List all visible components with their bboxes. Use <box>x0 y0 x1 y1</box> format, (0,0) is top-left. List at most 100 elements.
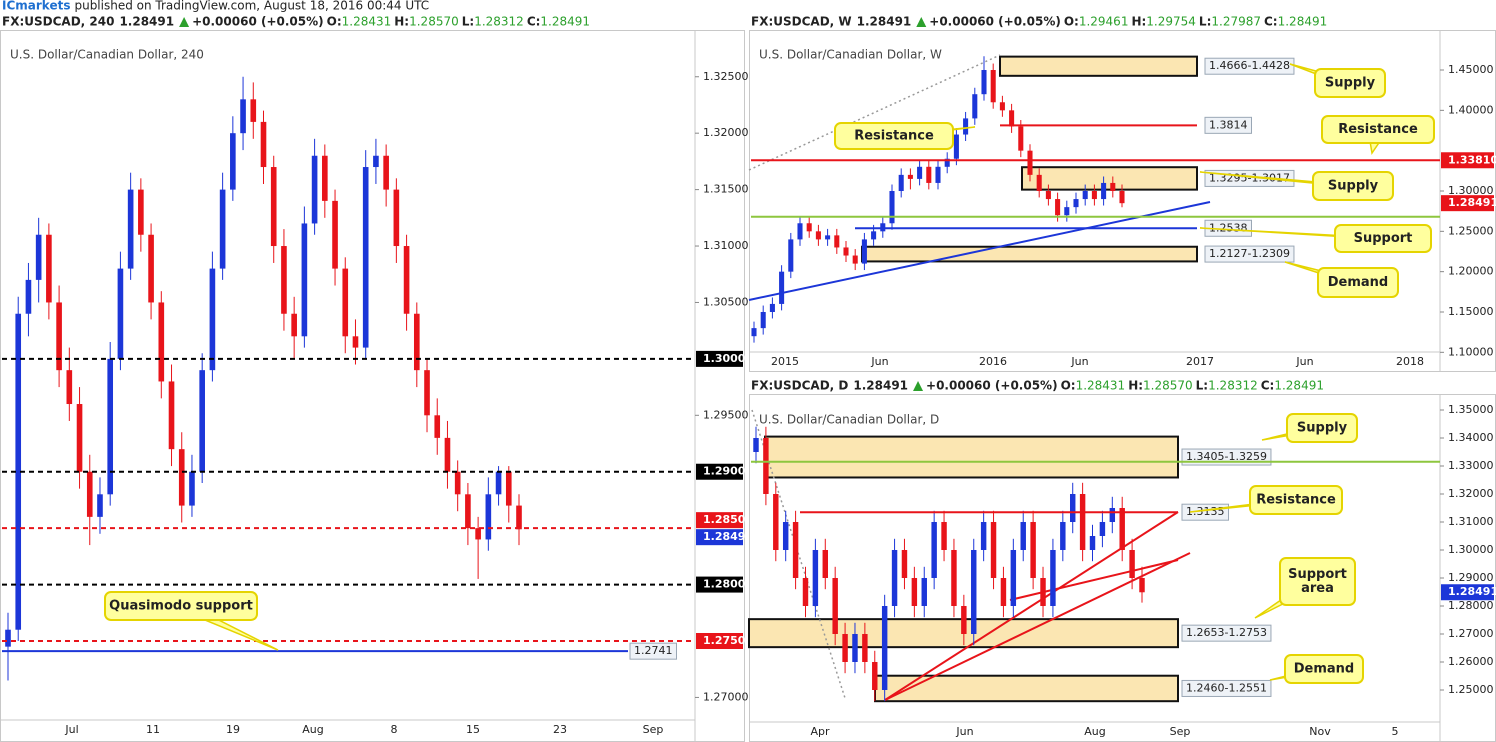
candle-body <box>1045 190 1051 200</box>
y-tick-label: 1.31000 <box>703 239 749 252</box>
chart-panel: FX:USDCAD, D 1.28491 +0.00060 (+0.05%) O: 1.… <box>748 379 1496 742</box>
ohlc-value: 1.28491 <box>1274 379 1324 393</box>
candle-body <box>1050 549 1056 606</box>
x-tick-label: Jul <box>64 723 78 736</box>
candle-body <box>1069 493 1076 522</box>
candle-body <box>751 328 757 337</box>
candle-body <box>963 118 969 135</box>
candle-body <box>475 528 481 540</box>
brand: ICmarkets <box>2 0 70 13</box>
candle-body <box>424 370 430 416</box>
candle-body <box>1064 207 1070 216</box>
callout-text: Supply <box>1328 179 1379 194</box>
candle-body <box>209 268 216 371</box>
y-tick-label: 1.10000 <box>1448 345 1494 358</box>
candle-body <box>199 370 205 472</box>
zone-label-box <box>1181 624 1272 642</box>
candle-body <box>926 166 932 183</box>
candle-body <box>825 235 831 240</box>
y-tick-label: 1.45000 <box>1448 63 1494 76</box>
candle-body <box>815 231 821 240</box>
callout-text: Support <box>1288 567 1347 582</box>
candle-body <box>832 577 838 634</box>
x-tick-label: Nov <box>1309 725 1331 738</box>
x-tick-label: Jun <box>1295 355 1313 368</box>
candle-body <box>1109 507 1116 522</box>
candle-body <box>872 661 878 690</box>
symbol: FX:USDCAD, W <box>751 15 852 29</box>
candle-body <box>230 133 236 190</box>
candle-body <box>1027 150 1033 175</box>
candle-body <box>76 404 83 472</box>
callout-box <box>1312 171 1394 201</box>
callout-box <box>1279 557 1356 606</box>
y-tick-label: 1.26000 <box>1448 655 1494 668</box>
published-note: published on TradingView.com, August 18,… <box>74 0 429 13</box>
candle-body <box>889 190 895 224</box>
candle-body <box>1000 577 1007 606</box>
price-label-box <box>1441 152 1494 169</box>
x-tick-label: 19 <box>226 723 240 736</box>
candle-body <box>25 279 32 314</box>
price-label-box <box>696 512 743 529</box>
price-label-box <box>1441 584 1494 601</box>
callout-text: Quasimodo support <box>109 599 253 614</box>
candle-body <box>822 549 829 578</box>
up-triangle <box>913 381 924 391</box>
candle-body <box>941 521 947 550</box>
ohlc-value: 1.28312 <box>1208 379 1258 393</box>
ohlc-label: C: <box>1261 379 1275 393</box>
zone-label-box <box>1181 679 1272 697</box>
callout-text: Support <box>1354 231 1413 246</box>
ohlc-value: 1.28570 <box>409 15 459 29</box>
candle-body <box>485 494 492 540</box>
candle-body <box>1101 182 1107 200</box>
y-tick-label: 1.30000 <box>1448 543 1494 556</box>
x-tick-label: 23 <box>553 723 567 736</box>
candle-body <box>898 174 904 191</box>
callout-box <box>1249 485 1343 515</box>
zone-label: 1.4666-1.4428 <box>1209 59 1290 72</box>
y-tick-label: 1.15000 <box>1448 305 1494 318</box>
zone <box>1021 166 1198 191</box>
price-change: +0.00060 (+0.05%) <box>192 15 324 29</box>
x-tick-label: 2018 <box>1396 355 1424 368</box>
candle-body <box>270 167 277 247</box>
candle-body <box>1099 521 1106 536</box>
candle-body <box>1079 493 1086 550</box>
price-change: +0.00060 (+0.05%) <box>929 15 1061 29</box>
candle-body <box>383 155 389 190</box>
y-tick-label: 1.32000 <box>1448 487 1494 500</box>
candle-body <box>1110 182 1116 191</box>
candle-body <box>332 200 338 269</box>
zone-label: 1.2653-1.2753 <box>1186 626 1267 639</box>
callout-box <box>1317 267 1399 298</box>
candle-body <box>35 234 42 280</box>
y-tick-label: 1.35000 <box>1448 403 1494 416</box>
candle-body <box>301 223 308 337</box>
callout-text: Resistance <box>1338 122 1418 137</box>
candle-body <box>465 494 471 529</box>
y-tick-label: 1.25000 <box>1448 224 1494 237</box>
x-tick-label: Aug <box>302 723 323 736</box>
x-tick-label: 2016 <box>979 355 1007 368</box>
ohlc-label: H: <box>1131 15 1146 29</box>
candle-body <box>911 577 918 606</box>
x-tick-label: Jun <box>1070 355 1088 368</box>
zone <box>764 435 1179 479</box>
x-tick-label: Aug <box>1084 725 1105 738</box>
candle-body <box>852 255 858 264</box>
x-tick-label: Jun <box>870 355 888 368</box>
last-price: 1.28491 <box>119 15 174 29</box>
candle-body <box>763 437 769 494</box>
price-label-box <box>696 576 743 593</box>
candle-body <box>792 521 799 578</box>
callout-text: Supply <box>1325 76 1376 91</box>
candle-body <box>921 577 927 606</box>
ohlc-label: H: <box>1128 379 1143 393</box>
candle-body <box>753 437 759 452</box>
candle-body <box>1018 126 1024 151</box>
ohlc-label: O: <box>327 15 342 29</box>
ohlc-label: H: <box>394 15 409 29</box>
candle-body <box>56 302 62 371</box>
